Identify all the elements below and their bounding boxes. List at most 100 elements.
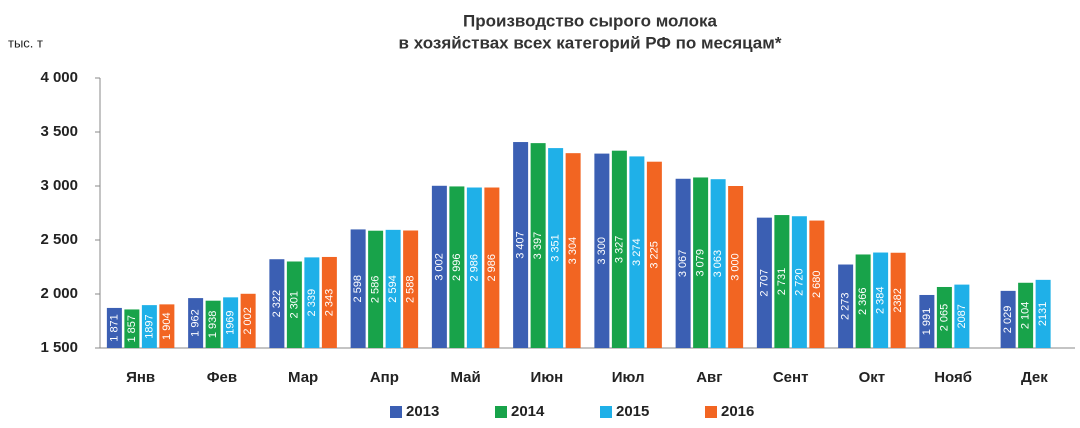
bar [710, 179, 726, 348]
x-tick-label: Дек [1021, 369, 1048, 386]
x-tick-label: Янв [126, 369, 155, 386]
value-label: 2 996 [451, 253, 463, 281]
bar [141, 305, 157, 348]
bar [936, 286, 952, 348]
legend-swatch [390, 406, 402, 418]
bar [159, 304, 175, 348]
value-label: 2 598 [352, 275, 364, 303]
value-label: 2 065 [938, 304, 950, 332]
bar [188, 298, 204, 348]
value-label: 2 588 [405, 275, 417, 303]
bar [728, 186, 744, 348]
bar [484, 187, 500, 348]
bar [449, 186, 465, 348]
value-label: 2 384 [875, 286, 887, 314]
value-label: 2 366 [857, 287, 869, 315]
bar [530, 143, 546, 348]
value-label: 2 707 [758, 269, 770, 297]
value-label: 2 986 [468, 254, 480, 282]
x-tick-label: Нояб [934, 369, 972, 386]
bar [774, 215, 790, 348]
value-label: 1 857 [126, 315, 138, 343]
bar [431, 185, 447, 348]
bar [565, 153, 581, 348]
bar [873, 252, 889, 348]
value-label: 2 343 [323, 289, 335, 317]
y-axis-label: тыс. т [8, 35, 43, 50]
value-label: 2 731 [776, 268, 788, 296]
value-label: 3 225 [648, 241, 660, 269]
value-label: 2 104 [1020, 302, 1032, 330]
value-label: 2382 [892, 288, 904, 312]
x-tick-label: Июл [612, 369, 645, 386]
bar [594, 153, 610, 348]
bar [838, 264, 854, 348]
value-label: 2 586 [370, 276, 382, 304]
value-label: 3 063 [712, 250, 724, 278]
bar [350, 229, 366, 348]
value-label: 3 000 [730, 253, 742, 281]
x-tick-label: Окт [859, 369, 886, 386]
value-label: 3 300 [596, 237, 608, 265]
value-label: 3 327 [613, 236, 625, 264]
value-label: 2 680 [811, 271, 823, 299]
value-label: 2 273 [840, 292, 852, 320]
legend-label: 2014 [511, 403, 545, 420]
bar [954, 284, 970, 348]
bar [890, 252, 906, 348]
value-label: 1 938 [207, 311, 219, 339]
bar [1018, 282, 1034, 348]
x-tick-label: Сент [773, 369, 809, 386]
value-label: 3 002 [433, 253, 445, 281]
value-label: 3 397 [532, 232, 544, 260]
bar [693, 177, 709, 348]
value-label: 1 904 [161, 312, 173, 340]
legend-label: 2015 [616, 403, 649, 420]
bar [269, 259, 285, 348]
bar [368, 230, 384, 348]
bar [919, 294, 935, 348]
value-label: 2 594 [387, 275, 399, 303]
value-label: 1969 [225, 310, 237, 334]
value-label: 2 002 [242, 307, 254, 335]
bar [385, 229, 401, 348]
value-label: 3 079 [695, 249, 707, 277]
bar [646, 161, 662, 348]
bar [1000, 290, 1016, 348]
legend-swatch [600, 406, 612, 418]
bar [855, 254, 871, 348]
x-tick-label: Май [451, 369, 481, 386]
bar [403, 230, 419, 348]
bar [205, 300, 221, 348]
bar [513, 142, 529, 348]
bar [124, 309, 140, 348]
bar [611, 150, 627, 348]
value-label: 2131 [1037, 302, 1049, 326]
x-tick-label: Мар [288, 369, 318, 386]
y-tick-label: 4 000 [40, 69, 78, 86]
y-tick-label: 1 500 [40, 339, 78, 356]
x-tick-label: Авг [696, 369, 722, 386]
value-label: 3 274 [631, 238, 643, 266]
bar [1035, 279, 1051, 348]
bar [675, 178, 691, 348]
value-label: 2 322 [271, 290, 283, 318]
legend-swatch [495, 406, 507, 418]
chart-title: в хозяйствах всех категорий РФ по месяца… [399, 33, 782, 52]
value-label: 2 301 [288, 291, 300, 319]
value-label: 1 962 [190, 309, 202, 337]
bar [106, 307, 122, 348]
value-label: 3 351 [550, 234, 562, 262]
x-tick-label: Фев [207, 369, 237, 386]
y-tick-label: 2 500 [40, 231, 78, 248]
value-label: 2 029 [1002, 306, 1014, 334]
bar [223, 297, 239, 348]
bar [756, 217, 772, 348]
x-tick-label: Июн [531, 369, 564, 386]
y-tick-label: 3 500 [40, 123, 78, 140]
value-label: 3 304 [567, 237, 579, 265]
bar [240, 293, 256, 348]
value-label: 3 067 [677, 250, 689, 278]
value-label: 2087 [956, 304, 968, 328]
